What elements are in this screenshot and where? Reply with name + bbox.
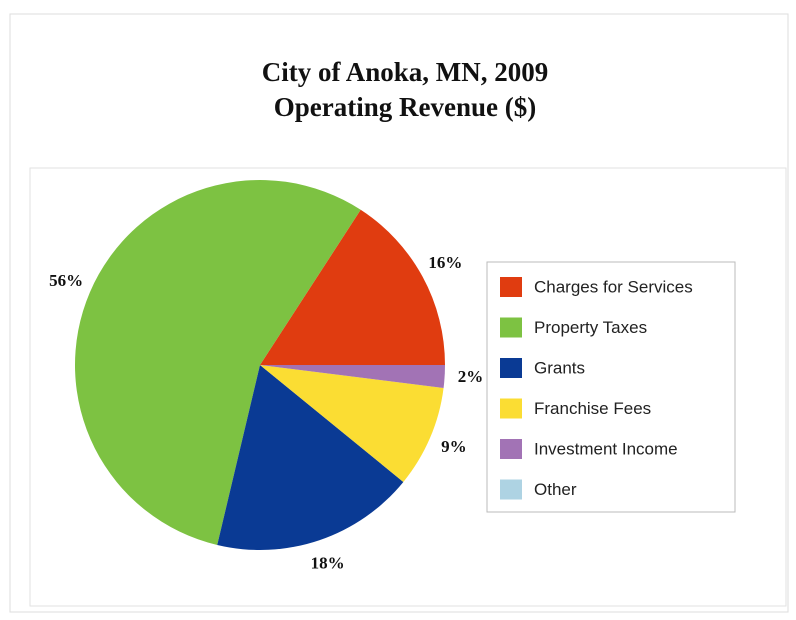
legend-box <box>486 261 736 513</box>
legend-label: Investment Income <box>534 439 678 458</box>
legend-swatch <box>500 398 522 419</box>
pie-slice <box>260 365 445 388</box>
legend-label: Charges for Services <box>534 277 693 296</box>
slice-label: 2% <box>458 367 484 386</box>
slice-label: 9% <box>441 437 467 456</box>
legend-swatch <box>500 479 522 500</box>
legend-swatch <box>500 277 522 297</box>
pie-slice <box>217 365 404 550</box>
pie-slice <box>75 180 361 545</box>
legend-label: Property Taxes <box>534 318 647 337</box>
pie-slice <box>260 209 445 365</box>
legend-swatch <box>500 358 522 378</box>
pie-slice <box>260 365 444 482</box>
legend-label: Franchise Fees <box>534 399 651 418</box>
slice-label: 56% <box>49 271 83 290</box>
legend-swatch <box>500 317 522 338</box>
slice-label: 16% <box>428 253 462 272</box>
chart-title: City of Anoka, MN, 2009 <box>262 57 549 87</box>
chart-subtitle: Operating Revenue ($) <box>274 92 536 122</box>
legend-label: Other <box>534 480 577 499</box>
legend-label: Grants <box>534 358 585 377</box>
slice-label: 18% <box>311 554 345 573</box>
legend-swatch <box>500 439 522 459</box>
